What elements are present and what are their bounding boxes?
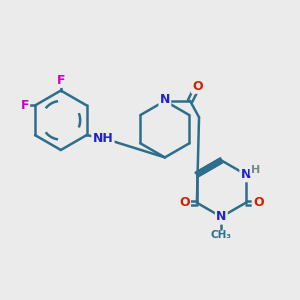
Text: O: O xyxy=(192,80,203,93)
Text: N: N xyxy=(216,210,226,224)
Text: N: N xyxy=(241,168,251,181)
Text: H: H xyxy=(251,165,260,175)
Text: F: F xyxy=(20,99,29,112)
Text: N: N xyxy=(160,93,170,106)
Text: O: O xyxy=(253,196,264,209)
Text: O: O xyxy=(179,196,190,209)
Text: CH₃: CH₃ xyxy=(211,230,232,240)
Text: NH: NH xyxy=(92,132,113,145)
Text: F: F xyxy=(57,74,65,87)
